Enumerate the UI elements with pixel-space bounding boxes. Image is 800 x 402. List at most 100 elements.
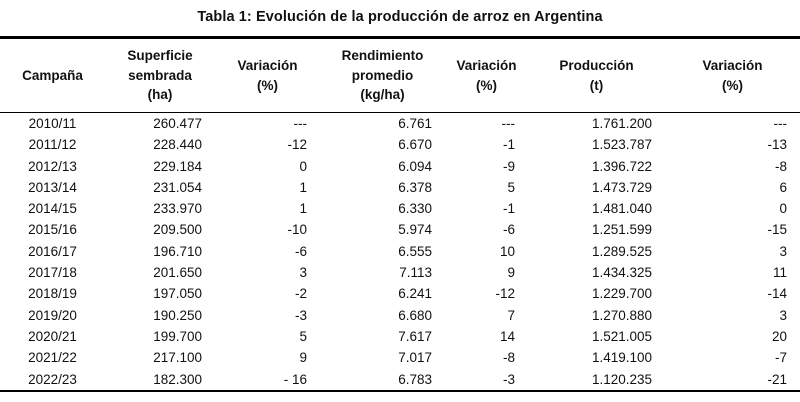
cell-variacion-rendimiento: -1 (502, 201, 515, 217)
cell-rendimiento-promedio: 5.974 (398, 222, 432, 238)
cell-variacion-produccion: -14 (767, 286, 787, 302)
cell-rendimiento-promedio: 7.017 (398, 350, 432, 366)
cell-campana: 2012/13 (28, 158, 77, 174)
cell-variacion-produccion: 0 (779, 201, 787, 217)
cell-variacion-rendimiento: -12 (495, 286, 515, 302)
column-header-campana: Campaña (0, 37, 105, 113)
table-header: Campaña Superficie sembrada (ha) Variaci… (0, 37, 800, 113)
table-row: 2016/17 196.710 -6 6.555 10 1.289.525 3 (0, 241, 800, 262)
cell-variacion-superficie: 5 (299, 328, 307, 344)
cell-produccion: 1.251.599 (591, 222, 652, 238)
cell-campana: 2014/15 (28, 201, 77, 217)
cell-campana: 2018/19 (28, 286, 77, 302)
column-header-produccion: Producción (t) (528, 37, 665, 113)
cell-variacion-superficie: -2 (294, 286, 307, 302)
cell-produccion: 1.120.235 (591, 371, 652, 387)
cell-variacion-superficie: 0 (299, 158, 307, 174)
cell-superficie-sembrada: 228.440 (153, 137, 202, 153)
cell-variacion-superficie: 3 (299, 265, 307, 281)
table-row: 2013/14 231.054 1 6.378 5 1.473.729 6 (0, 177, 800, 198)
cell-superficie-sembrada: 233.970 (153, 201, 202, 217)
cell-variacion-produccion: 6 (779, 179, 787, 195)
column-header-superficie-sembrada: Superficie sembrada (ha) (105, 37, 215, 113)
cell-rendimiento-promedio: 6.241 (398, 286, 432, 302)
cell-campana: 2011/12 (28, 137, 77, 153)
cell-variacion-rendimiento: -8 (502, 350, 515, 366)
cell-superficie-sembrada: 217.100 (153, 350, 202, 366)
cell-variacion-rendimiento: 7 (507, 307, 515, 323)
cell-rendimiento-promedio: 6.670 (398, 137, 432, 153)
cell-variacion-rendimiento: 9 (507, 265, 515, 281)
cell-rendimiento-promedio: 6.680 (398, 307, 432, 323)
table-row: 2017/18 201.650 3 7.113 9 1.434.325 11 (0, 262, 800, 283)
cell-variacion-superficie: - 16 (283, 371, 307, 387)
cell-variacion-superficie: -10 (287, 222, 307, 238)
cell-variacion-produccion: 20 (771, 328, 787, 344)
cell-variacion-superficie: 1 (299, 201, 307, 217)
column-header-rendimiento-promedio: Rendimiento promedio (kg/ha) (320, 37, 445, 113)
cell-campana: 2015/16 (28, 222, 77, 238)
cell-superficie-sembrada: 182.300 (153, 371, 202, 387)
cell-campana: 2010/11 (28, 116, 77, 131)
table-row: 2021/22 217.100 9 7.017 -8 1.419.100 -7 (0, 347, 800, 368)
cell-produccion: 1.434.325 (591, 265, 652, 281)
cell-rendimiento-promedio: 6.094 (398, 158, 432, 174)
cell-produccion: 1.523.787 (591, 137, 652, 153)
table-row: 2010/11 260.477 --- 6.761 --- 1.761.200 --- (0, 113, 800, 135)
cell-variacion-superficie: 1 (299, 179, 307, 195)
cell-campana: 2013/14 (28, 179, 77, 195)
cell-superficie-sembrada: 260.477 (153, 116, 202, 131)
cell-variacion-produccion: -8 (774, 158, 787, 174)
table-title: Tabla 1: Evolución de la producción de a… (197, 9, 603, 25)
cell-rendimiento-promedio: 6.555 (398, 243, 432, 259)
cell-rendimiento-promedio: 6.378 (398, 179, 432, 195)
cell-variacion-produccion: 3 (779, 307, 787, 323)
cell-variacion-produccion: -7 (774, 350, 787, 366)
cell-produccion: 1.229.700 (591, 286, 652, 302)
cell-campana: 2020/21 (28, 328, 77, 344)
cell-produccion: 1.419.100 (591, 350, 652, 366)
cell-variacion-superficie: -12 (287, 137, 307, 153)
cell-produccion: 1.521.005 (591, 328, 652, 344)
cell-superficie-sembrada: 201.650 (153, 265, 202, 281)
cell-variacion-superficie: -3 (294, 307, 307, 323)
cell-superficie-sembrada: 231.054 (153, 179, 202, 195)
cell-variacion-produccion: -13 (767, 137, 787, 153)
cell-variacion-rendimiento: --- (501, 116, 516, 131)
cell-variacion-produccion: 11 (772, 265, 787, 281)
cell-produccion: 1.473.729 (591, 179, 652, 195)
cell-rendimiento-promedio: 6.330 (398, 201, 432, 217)
cell-variacion-superficie: -6 (294, 243, 307, 259)
cell-produccion: 1.481.040 (591, 201, 652, 217)
cell-variacion-produccion: 3 (779, 243, 787, 259)
cell-variacion-rendimiento: 5 (507, 179, 515, 195)
cell-rendimiento-promedio: 7.113 (399, 265, 432, 281)
cell-rendimiento-promedio: 6.761 (398, 116, 432, 131)
cell-superficie-sembrada: 197.050 (153, 286, 202, 302)
cell-variacion-rendimiento: 14 (499, 328, 515, 344)
cell-variacion-produccion: -21 (767, 371, 787, 387)
table-row: 2012/13 229.184 0 6.094 -9 1.396.722 -8 (0, 156, 800, 177)
table-row: 2015/16 209.500 -10 5.974 -6 1.251.599 -15 (0, 219, 800, 240)
table-row: 2014/15 233.970 1 6.330 -1 1.481.040 0 (0, 198, 800, 219)
cell-variacion-rendimiento: -9 (502, 158, 515, 174)
data-table: Campaña Superficie sembrada (ha) Variaci… (0, 36, 800, 392)
table-row: 2022/23 182.300 - 16 6.783 -3 1.120.235 -21 (0, 369, 800, 391)
cell-campana: 2019/20 (28, 307, 77, 323)
table-body: 2010/11 260.477 --- 6.761 --- 1.761.200 --- 201… (0, 113, 800, 391)
cell-variacion-rendimiento: 10 (499, 243, 515, 259)
cell-variacion-produccion: -15 (767, 222, 787, 238)
cell-campana: 2017/18 (28, 265, 77, 281)
cell-variacion-superficie: 9 (299, 350, 307, 366)
table-row: 2020/21 199.700 5 7.617 14 1.521.005 20 (0, 326, 800, 347)
cell-superficie-sembrada: 196.710 (153, 243, 202, 259)
cell-variacion-superficie: --- (293, 116, 308, 131)
column-header-variacion-rendimiento: Variación (%) (445, 37, 528, 113)
cell-variacion-rendimiento: -1 (502, 137, 515, 153)
cell-rendimiento-promedio: 7.617 (398, 328, 432, 344)
cell-rendimiento-promedio: 6.783 (398, 371, 432, 387)
cell-produccion: 1.761.200 (591, 116, 652, 131)
cell-campana: 2021/22 (28, 350, 77, 366)
table-row: 2011/12 228.440 -12 6.670 -1 1.523.787 -13 (0, 134, 800, 155)
